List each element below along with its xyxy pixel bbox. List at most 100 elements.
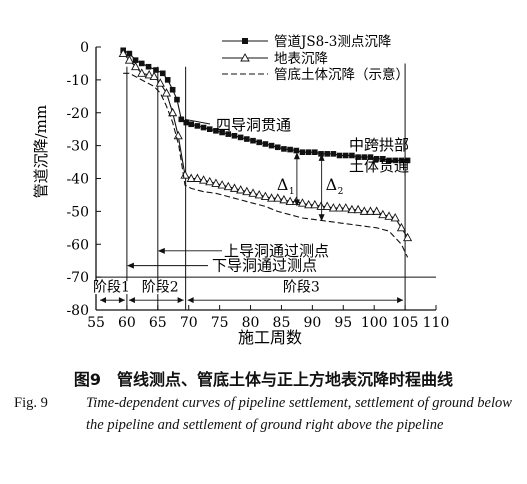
legend-marker [242,38,248,44]
delta-arrow-head [293,199,300,207]
stage-label-bg [89,281,134,295]
data-point-ground [118,48,128,58]
delta-1-subscript: 1 [289,187,295,197]
y-tick-label: -20 [66,106,89,122]
data-point-pipeline [312,149,318,155]
data-point-ground [328,203,338,212]
stage-label: 阶段3 [283,279,320,295]
data-point-ground [144,70,154,79]
data-point-pipeline [178,116,185,123]
data-point-pipeline [256,139,262,146]
y-tick-label: -80 [66,303,89,319]
series-group [118,47,413,258]
y-tick-label: -50 [66,204,89,220]
data-point-pipeline [268,142,275,149]
data-point-pipeline [299,149,306,155]
data-point-ground [199,175,209,184]
data-point-pipeline [330,151,337,157]
data-point-pipeline [164,77,171,83]
data-point-pipeline [225,131,232,137]
data-point-pipeline [404,157,411,164]
stage-arrow-head [118,297,125,304]
data-point-ground [217,180,227,189]
data-point-pipeline [336,152,343,159]
stage-label: 阶段2 [142,279,179,295]
x-tick-label: 105 [392,315,419,331]
data-point-pipeline [342,152,349,159]
y-tick-label: -40 [66,172,89,188]
x-tick-label: 80 [242,315,260,331]
data-point-ground [260,191,270,201]
caption-chinese: 图9 管线测点、管底土体与正上方地表沉降时程曲线 [73,370,454,389]
data-point-pipeline [138,60,145,67]
stage-label-bg [138,281,183,295]
x-tick-label: 55 [87,315,105,331]
data-point-pipeline [153,67,159,73]
x-tick-label: 65 [149,315,167,331]
data-point-pipeline [305,149,312,155]
data-point-pipeline [145,63,152,70]
arrow-head [126,262,134,269]
data-point-pipeline [174,96,180,103]
x-tick-label: 95 [334,315,352,331]
stage-arrow-head [397,297,404,304]
data-point-ground [297,198,308,207]
data-point-ground [267,193,277,202]
data-point-pipeline [367,154,374,160]
annotation-lower-heading: 下导洞通过测点 [212,257,317,275]
delta-2-symbol: Δ [326,175,338,194]
y-tick-label: 0 [80,40,89,56]
stage-arrow-head [100,297,106,304]
delta-arrow-head [293,152,300,160]
data-point-pipeline [293,147,300,154]
data-point-pipeline [287,146,293,153]
data-point-pipeline [250,137,256,144]
data-point-ground [180,170,190,179]
data-point-ground [161,88,172,97]
data-point-ground [310,199,320,209]
x-axis-label: 施工周数 [238,328,302,347]
data-point-ground [186,173,196,182]
data-point-ground [378,209,388,219]
data-point-pipeline [349,152,355,159]
data-point-ground [124,55,134,64]
data-point-ground [304,199,314,209]
data-point-pipeline [159,70,166,77]
data-point-pipeline [386,157,392,164]
data-point-pipeline [324,151,330,157]
data-point-pipeline [183,119,190,126]
data-point-ground [131,61,141,71]
data-point-pipeline [194,123,201,129]
data-point-pipeline [274,144,281,151]
y-tick-label: -30 [66,139,89,155]
axes: 55 60 65 70 75 80 85 90 95 100 105 110 0 -10 -20 -30 -40… [32,40,449,347]
legend-label: 地表沉降 [274,51,328,67]
data-point-pipeline [244,136,250,142]
data-point-ground [365,206,376,215]
data-point-pipeline [213,128,219,134]
data-point-pipeline [132,57,139,63]
legend-marker [240,53,250,62]
data-point-pipeline [219,129,225,136]
y-tick-label: -70 [66,270,89,286]
data-point-ground [279,194,289,204]
data-point-ground [242,186,252,196]
data-point-ground [155,78,165,87]
data-point-pipeline [355,154,361,160]
data-point-pipeline [206,126,213,132]
data-point-ground [396,222,406,232]
data-point-ground [359,206,369,215]
data-point-ground [384,211,394,220]
annotation-upper-heading: 上导洞通过测点 [224,242,329,260]
data-point-pipeline [237,134,244,141]
data-point-pipeline [281,146,287,152]
data-point-pipeline [231,132,238,139]
data-point-ground [322,201,332,210]
data-point-pipeline [373,155,380,162]
data-point-pipeline [361,154,368,160]
x-tick-label: 110 [423,315,450,331]
delta-arrow-head [318,214,325,222]
delta-2-subscript: 2 [338,187,344,197]
